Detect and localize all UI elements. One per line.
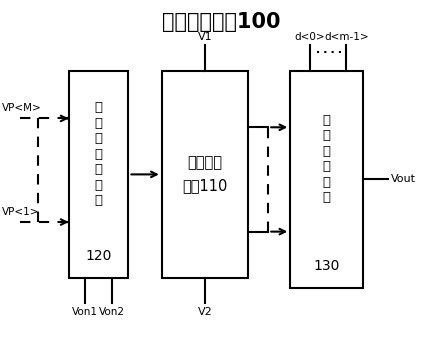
Text: Vout: Vout [391,175,416,184]
Bar [290,71,363,288]
Text: VP<1>: VP<1> [2,207,40,217]
Text: 数模转换电路100: 数模转换电路100 [162,12,281,32]
Text: 忆
阻
器
设
置
模
块: 忆 阻 器 设 置 模 块 [94,101,103,207]
Text: V1: V1 [198,32,212,42]
Text: 忆阻器串
模块110: 忆阻器串 模块110 [182,155,228,193]
Text: V2: V2 [198,307,212,317]
Text: 120: 120 [85,249,112,263]
Bar [69,71,128,278]
Text: VP<M>: VP<M> [2,103,42,113]
Bar [162,71,248,278]
Text: 多
路
选
择
模
块: 多 路 选 择 模 块 [323,114,331,205]
Text: 130: 130 [314,259,340,273]
Text: Von2: Von2 [99,307,125,317]
Text: d<0>: d<0> [295,32,325,42]
Text: Von1: Von1 [72,307,98,317]
Text: d<m-1>: d<m-1> [324,32,369,42]
